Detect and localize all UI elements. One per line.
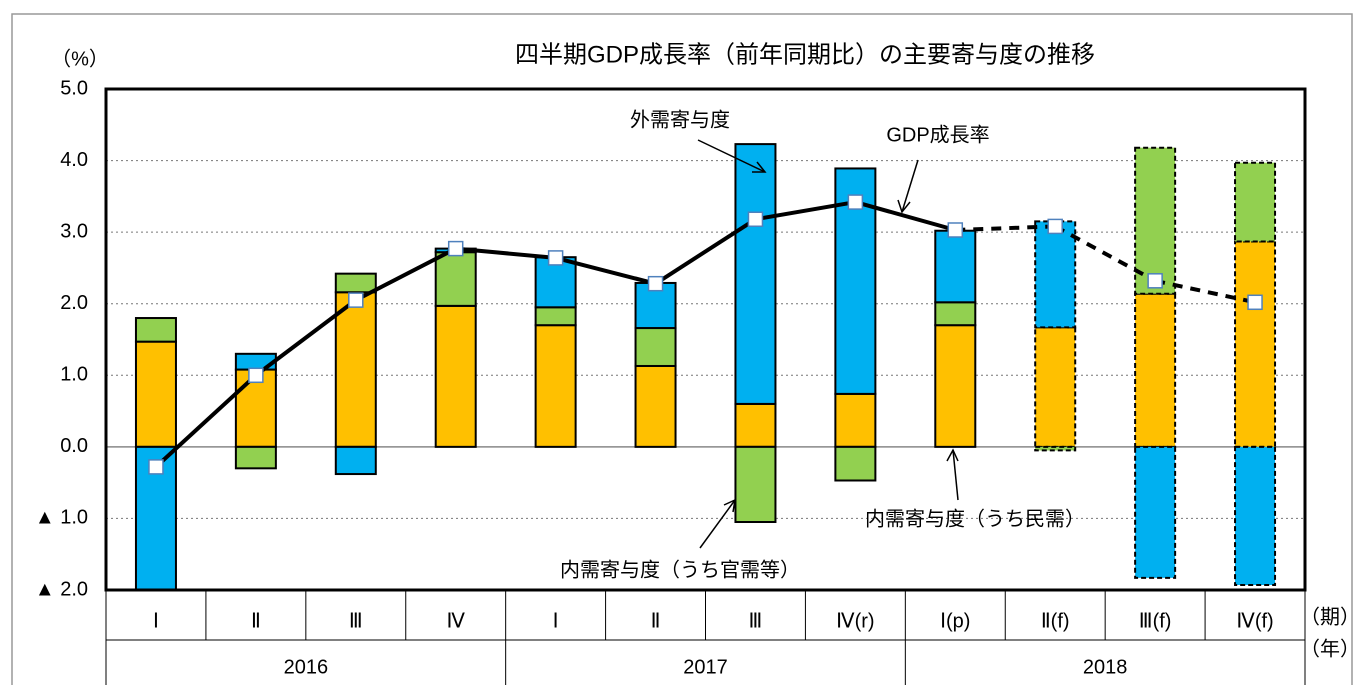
x-tick-label: Ⅲ(f) xyxy=(1139,610,1172,632)
year-label: 2016 xyxy=(284,656,329,678)
x-tick-label: Ⅱ(f) xyxy=(1041,610,1070,632)
bar-segment xyxy=(134,317,177,343)
bar-segment xyxy=(734,143,777,405)
line-point xyxy=(1047,218,1063,235)
bar-segment xyxy=(1034,326,1077,448)
line-point xyxy=(947,222,964,238)
bar-segment xyxy=(334,445,377,476)
plot-border xyxy=(104,87,1307,592)
y-axis-label: （%） xyxy=(51,47,109,70)
bar-segment xyxy=(834,445,877,482)
bar-segment xyxy=(934,301,977,327)
line-point xyxy=(148,459,164,475)
x-tick-label: Ⅳ xyxy=(446,610,465,632)
bar-segment xyxy=(1134,445,1177,579)
bar-segment xyxy=(534,306,577,327)
x-tick-label: Ⅳ(r) xyxy=(836,610,874,632)
chart-title: 四半期GDP成長率（前年同期比）の主要寄与度の推移 xyxy=(515,41,1095,68)
annotation: 外需寄与度 xyxy=(630,108,730,131)
x2-axis-label: （年） xyxy=(1300,637,1356,660)
x-tick-label: Ⅱ xyxy=(251,610,261,632)
bar-segment xyxy=(334,291,377,448)
y-tick-label: 4.0 xyxy=(60,149,88,171)
line-segment xyxy=(555,255,657,286)
line-segment xyxy=(1054,224,1157,283)
line-point xyxy=(248,367,264,384)
y-tick-label: 5.0 xyxy=(60,77,88,99)
bar-segment xyxy=(1034,445,1077,452)
x-tick-label: Ⅱ xyxy=(651,610,661,632)
line-point xyxy=(348,292,364,308)
bar-segment xyxy=(934,229,977,304)
y-tick-label: ▲ 2.0 xyxy=(35,578,88,600)
bar-segment xyxy=(134,340,177,448)
bar-segment xyxy=(1234,240,1277,448)
line-segment xyxy=(254,298,357,377)
annotation: 内需寄与度（うち官需等） xyxy=(560,558,800,581)
x-tick-label: Ⅰ xyxy=(553,610,559,632)
bar-segment xyxy=(1134,292,1177,448)
line-segment xyxy=(154,373,258,469)
x-tick-label: Ⅰ xyxy=(153,610,159,632)
line-segment xyxy=(354,246,457,302)
x-tick-label: Ⅲ xyxy=(749,610,763,632)
grid xyxy=(106,88,1305,591)
y-tick-label: 0.0 xyxy=(60,435,88,457)
bar-segment xyxy=(234,445,277,470)
x-tick-label: Ⅳ(f) xyxy=(1236,610,1273,632)
line-point xyxy=(1147,273,1163,289)
bar-segment xyxy=(734,445,777,524)
bar-segment xyxy=(534,324,577,448)
line-segment xyxy=(755,200,856,222)
bar-segment xyxy=(434,304,477,448)
annotation: GDP成長率 xyxy=(886,123,989,146)
x-axis: Ⅰ Ⅱ Ⅲ Ⅳ Ⅰ Ⅱ Ⅲ Ⅳ(r) Ⅰ(p) Ⅱ(f) Ⅲ(f) Ⅳ(f) 2016 2017 2018 xyxy=(105,590,1306,685)
bar-segment xyxy=(734,402,777,448)
line-point xyxy=(1247,294,1263,311)
annotation: 内需寄与度（うち民需） xyxy=(865,507,1085,530)
bar-segment xyxy=(1234,445,1277,586)
bar-segment xyxy=(1134,146,1177,295)
bar-segment xyxy=(1034,220,1077,329)
line-point xyxy=(847,194,864,210)
y-tick-label: 2.0 xyxy=(60,292,88,314)
bar-segment xyxy=(434,251,477,307)
bar-segment xyxy=(1234,161,1277,243)
bar-segment xyxy=(634,327,677,367)
line-layer xyxy=(148,194,1263,475)
x-axis-label: （期） xyxy=(1300,605,1356,628)
y-tick-label: 1.0 xyxy=(60,364,88,386)
line-point xyxy=(547,250,564,266)
bars xyxy=(134,143,1277,590)
year-label: 2018 xyxy=(1083,656,1128,678)
x-tick-label: Ⅲ xyxy=(349,610,363,632)
line-point xyxy=(747,211,764,228)
line-segment xyxy=(654,217,757,286)
line-segment xyxy=(854,200,956,232)
bar-segment xyxy=(334,272,377,294)
y-tick-label: 3.0 xyxy=(60,220,88,242)
arrows xyxy=(697,139,959,549)
line-segment xyxy=(455,246,556,260)
x-tick-label: Ⅰ(p) xyxy=(940,610,970,632)
bar-segment xyxy=(634,364,677,448)
frame xyxy=(11,13,1353,685)
line-point xyxy=(647,275,664,292)
y-tick-label: ▲ 1.0 xyxy=(35,507,88,529)
bar-segment xyxy=(934,324,977,448)
line-point xyxy=(447,240,464,257)
year-label: 2017 xyxy=(683,656,728,678)
bar-segment xyxy=(834,392,877,448)
